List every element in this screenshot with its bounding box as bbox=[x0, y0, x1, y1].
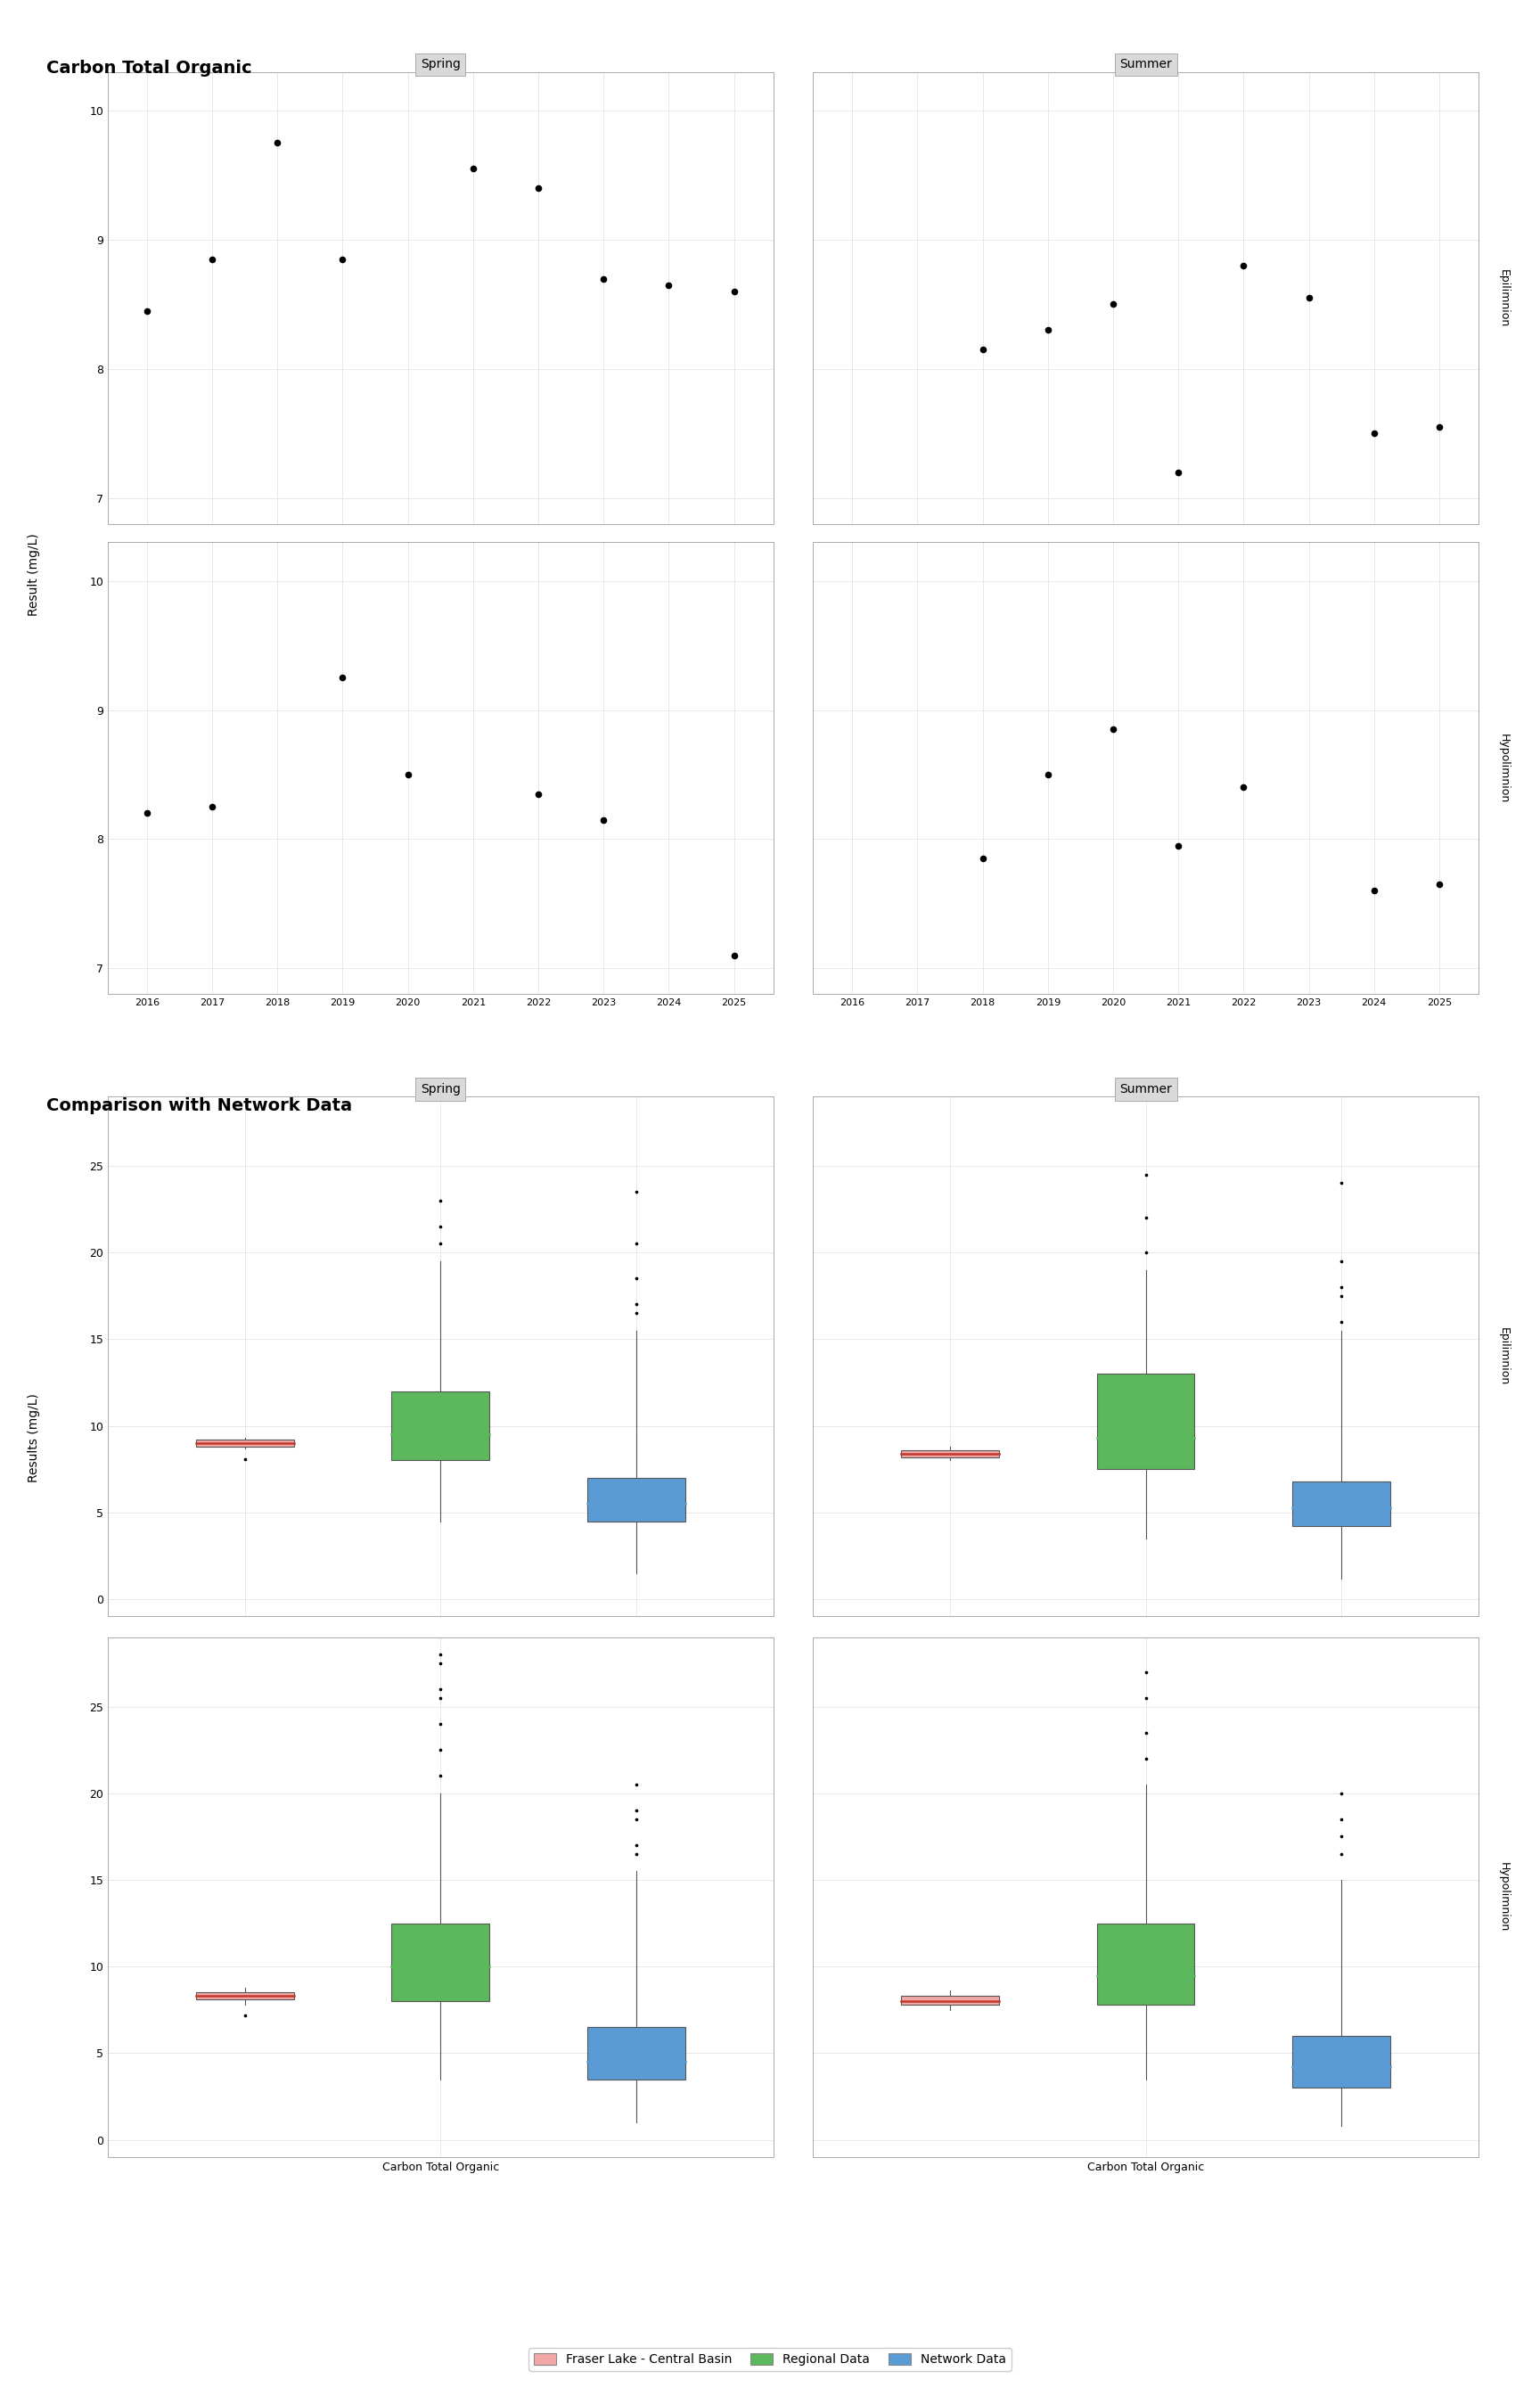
Title: Spring: Spring bbox=[420, 1083, 460, 1095]
Point bbox=[624, 1799, 648, 1838]
Y-axis label: Epilimnion: Epilimnion bbox=[1498, 268, 1509, 326]
Text: Result (mg/L): Result (mg/L) bbox=[28, 534, 40, 616]
Point bbox=[396, 755, 420, 793]
Point bbox=[591, 259, 616, 297]
Point bbox=[1133, 1680, 1158, 1718]
Bar bbox=[196, 1440, 294, 1447]
Point bbox=[1166, 827, 1190, 865]
Point bbox=[1329, 1267, 1354, 1306]
Point bbox=[428, 1636, 453, 1675]
Point bbox=[624, 1284, 648, 1323]
Y-axis label: Hypolimnion: Hypolimnion bbox=[1498, 1862, 1509, 1931]
Point bbox=[1101, 285, 1126, 323]
Point bbox=[1361, 415, 1386, 453]
Point bbox=[233, 1996, 257, 2034]
Point bbox=[1329, 1241, 1354, 1279]
Point bbox=[134, 793, 159, 831]
Point bbox=[1232, 769, 1257, 807]
Point bbox=[428, 1644, 453, 1682]
Point bbox=[1133, 1739, 1158, 1778]
Point bbox=[134, 292, 159, 331]
Point bbox=[233, 1440, 257, 1478]
Point bbox=[1329, 1835, 1354, 1874]
Title: Summer: Summer bbox=[1120, 58, 1172, 72]
Point bbox=[1133, 1198, 1158, 1236]
Bar bbox=[901, 1996, 999, 2005]
Bar bbox=[1096, 1924, 1195, 2005]
Point bbox=[1329, 1303, 1354, 1342]
Point bbox=[624, 1766, 648, 1804]
Point bbox=[1133, 1155, 1158, 1193]
Point bbox=[1428, 407, 1452, 446]
Point bbox=[200, 240, 225, 278]
Legend: Fraser Lake - Central Basin, Regional Data, Network Data: Fraser Lake - Central Basin, Regional Da… bbox=[528, 2348, 1012, 2370]
Point bbox=[428, 1181, 453, 1220]
Text: Results (mg/L): Results (mg/L) bbox=[28, 1392, 40, 1483]
Point bbox=[1329, 1164, 1354, 1203]
Point bbox=[428, 1208, 453, 1246]
Point bbox=[1166, 453, 1190, 491]
Point bbox=[428, 1756, 453, 1795]
Point bbox=[722, 937, 747, 975]
Point bbox=[200, 788, 225, 827]
Bar bbox=[587, 2027, 685, 2080]
Point bbox=[1361, 872, 1386, 910]
Point bbox=[624, 1172, 648, 1210]
Point bbox=[970, 839, 995, 877]
Text: Carbon Total Organic: Carbon Total Organic bbox=[46, 60, 251, 77]
Point bbox=[722, 273, 747, 311]
Point bbox=[1329, 1773, 1354, 1811]
Bar bbox=[587, 1478, 685, 1521]
Point bbox=[624, 1835, 648, 1874]
Title: Summer: Summer bbox=[1120, 1083, 1172, 1095]
Point bbox=[428, 1224, 453, 1263]
Bar bbox=[391, 1924, 490, 2001]
Point bbox=[1133, 1713, 1158, 1751]
Point bbox=[624, 1224, 648, 1263]
Bar bbox=[391, 1392, 490, 1462]
Point bbox=[527, 774, 551, 812]
Point bbox=[428, 1670, 453, 1708]
Point bbox=[1329, 1799, 1354, 1838]
Bar bbox=[1292, 2037, 1391, 2087]
Point bbox=[970, 331, 995, 369]
Point bbox=[330, 659, 354, 697]
Point bbox=[1035, 755, 1060, 793]
Point bbox=[460, 149, 485, 187]
Point bbox=[1297, 278, 1321, 316]
Point bbox=[1428, 865, 1452, 903]
Point bbox=[265, 125, 290, 163]
Point bbox=[1329, 1819, 1354, 1857]
Point bbox=[624, 1826, 648, 1864]
Y-axis label: Epilimnion: Epilimnion bbox=[1498, 1327, 1509, 1385]
Point bbox=[330, 240, 354, 278]
Point bbox=[428, 1680, 453, 1718]
Title: Spring: Spring bbox=[420, 58, 460, 72]
Point bbox=[1232, 247, 1257, 285]
Point bbox=[624, 1294, 648, 1332]
Point bbox=[1035, 311, 1060, 350]
Y-axis label: Hypolimnion: Hypolimnion bbox=[1498, 733, 1509, 803]
Point bbox=[428, 1730, 453, 1768]
Point bbox=[591, 800, 616, 839]
Bar bbox=[1292, 1481, 1391, 1526]
Point bbox=[1133, 1234, 1158, 1272]
Point bbox=[624, 1260, 648, 1299]
Text: Comparison with Network Data: Comparison with Network Data bbox=[46, 1097, 353, 1114]
Point bbox=[656, 266, 681, 304]
Bar bbox=[901, 1450, 999, 1457]
Point bbox=[1329, 1277, 1354, 1315]
Point bbox=[1101, 709, 1126, 748]
Point bbox=[1133, 1653, 1158, 1692]
Point bbox=[527, 170, 551, 208]
Point bbox=[428, 1704, 453, 1742]
Bar bbox=[196, 1993, 294, 2001]
Point bbox=[624, 1792, 648, 1831]
Bar bbox=[1096, 1373, 1195, 1469]
